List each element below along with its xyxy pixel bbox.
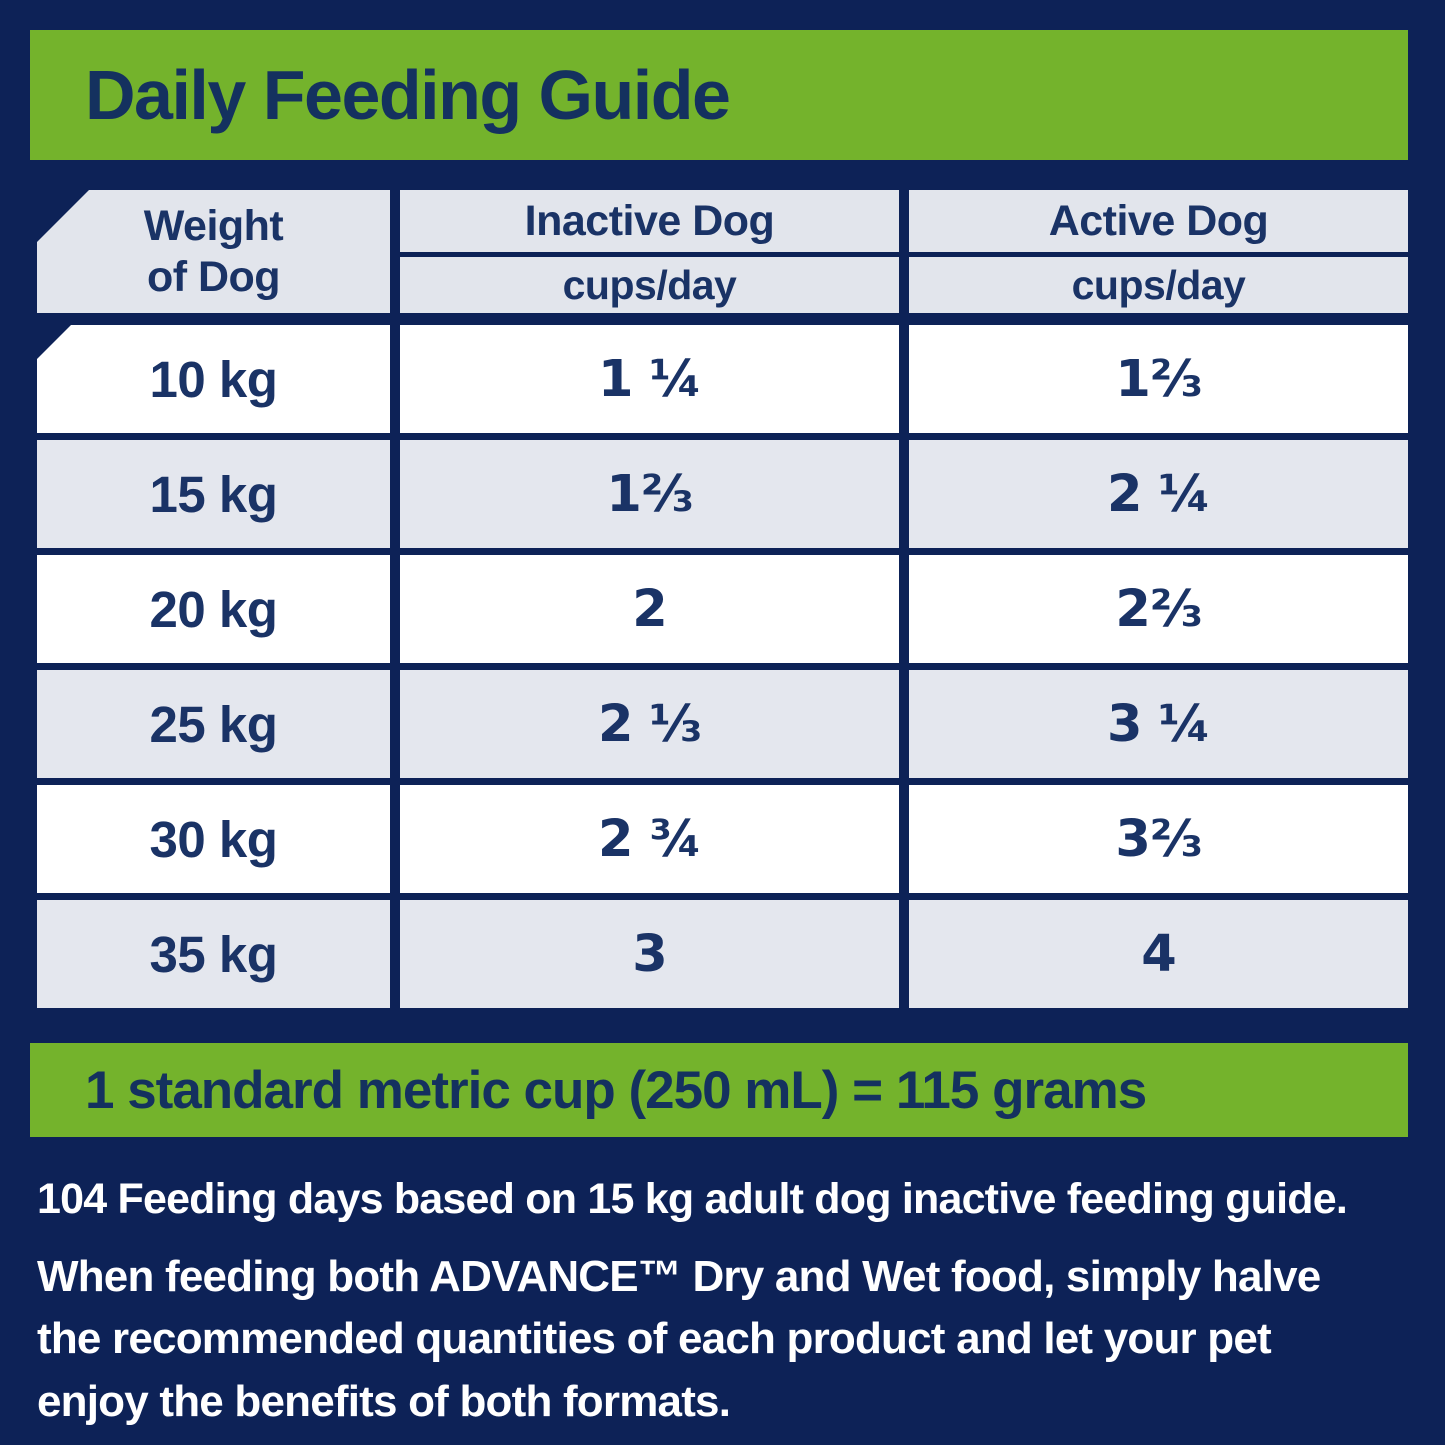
weight-value: 10 kg <box>37 325 390 433</box>
active-dog-header-cell: Active Dog cups/day <box>909 190 1408 313</box>
active-cups-value: 3⅔ <box>909 785 1408 893</box>
active-dog-units: cups/day <box>1071 261 1246 308</box>
active-cups-value: 2 ¼ <box>909 440 1408 548</box>
active-cups-value: 4 <box>909 900 1408 1008</box>
combo-note-line: the recommended quantities of each produ… <box>37 1314 1272 1364</box>
header-divider <box>909 252 1408 257</box>
combo-feeding-note: When feeding both ADVANCE™ Dry and Wet f… <box>37 1246 1427 1433</box>
feeding-table: Weight of Dog Inactive Dog cups/day Acti… <box>37 190 1408 1015</box>
table-row: 15 kg 1⅔ 2 ¼ <box>37 440 1408 548</box>
table-row: 30 kg 2 ¾ 3⅔ <box>37 785 1408 893</box>
table-row: 35 kg 3 4 <box>37 900 1408 1008</box>
weight-header-line2: of Dog <box>146 252 281 301</box>
inactive-cups-value: 1⅔ <box>400 440 899 548</box>
active-cups-value: 2⅔ <box>909 555 1408 663</box>
header-divider <box>400 252 899 257</box>
table-row: 25 kg 2 ⅓ 3 ¼ <box>37 670 1408 778</box>
combo-note-line: When feeding both ADVANCE™ Dry and Wet f… <box>37 1252 1321 1301</box>
weight-value: 35 kg <box>37 900 390 1008</box>
cup-note-text: 1 standard metric cup (250 mL) = 115 gra… <box>85 1060 1147 1120</box>
weight-value: 25 kg <box>37 670 390 778</box>
weight-value: 30 kg <box>37 785 390 893</box>
active-cups-value: 3 ¼ <box>909 670 1408 778</box>
table-header-row: Weight of Dog Inactive Dog cups/day Acti… <box>37 190 1408 313</box>
inactive-cups-value: 2 ¾ <box>400 785 899 893</box>
weight-value: 20 kg <box>37 555 390 663</box>
inactive-cups-value: 3 <box>400 900 899 1008</box>
page-title: Daily Feeding Guide <box>85 56 731 134</box>
title-bar: Daily Feeding Guide <box>30 30 1408 160</box>
weight-header-line1: Weight <box>143 201 284 250</box>
weight-header-cell: Weight of Dog <box>37 190 390 313</box>
inactive-cups-value: 1 ¼ <box>400 325 899 433</box>
inactive-cups-value: 2 ⅓ <box>400 670 899 778</box>
table-row: 20 kg 2 2⅔ <box>37 555 1408 663</box>
cup-note-bar: 1 standard metric cup (250 mL) = 115 gra… <box>30 1043 1408 1137</box>
combo-note-line: enjoy the benefits of both formats. <box>37 1376 731 1426</box>
inactive-cups-value: 2 <box>400 555 899 663</box>
weight-value: 15 kg <box>37 440 390 548</box>
feeding-days-note: 104 Feeding days based on 15 kg adult do… <box>37 1175 1348 1223</box>
active-cups-value: 1⅔ <box>909 325 1408 433</box>
inactive-dog-units: cups/day <box>562 261 737 308</box>
active-dog-label: Active Dog <box>1048 196 1269 245</box>
inactive-dog-header-cell: Inactive Dog cups/day <box>400 190 899 313</box>
table-row: 10 kg 1 ¼ 1⅔ <box>37 325 1408 433</box>
inactive-dog-label: Inactive Dog <box>524 196 775 245</box>
